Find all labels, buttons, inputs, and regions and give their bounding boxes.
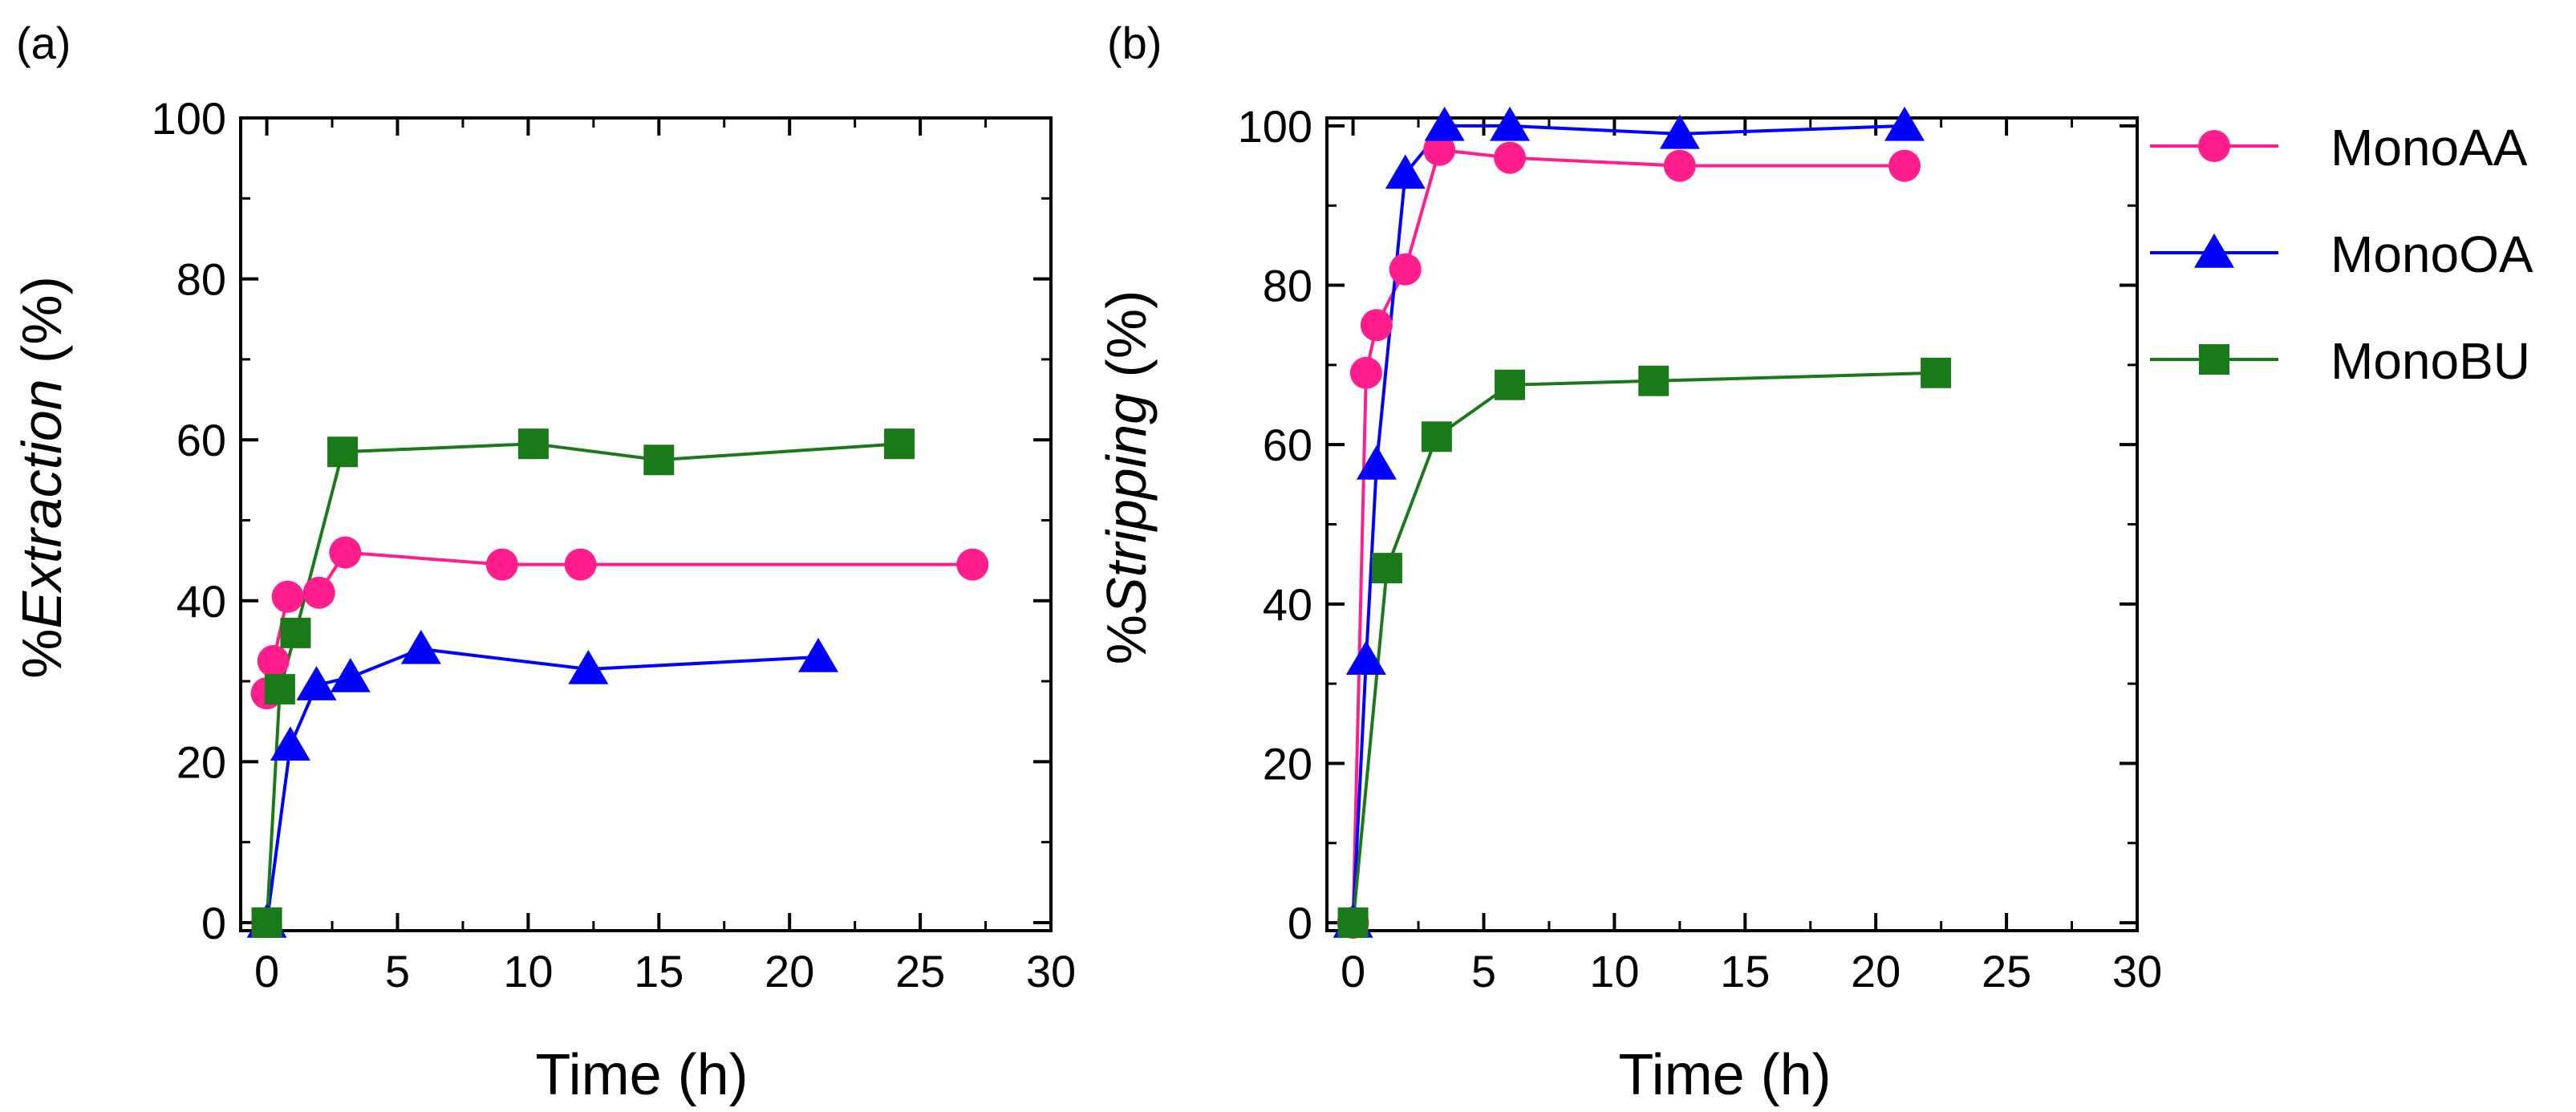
panel-a-label: (a) <box>16 18 71 68</box>
legend-item-monoaa: MonoAA <box>2150 119 2528 177</box>
legend-marker-group-monoaa <box>2198 130 2230 162</box>
panel-a-axes-frame <box>239 116 1053 932</box>
panel-b-stripping-chart: (b) Time (h) %Stripping (%) 0 5 10 15 20 25 30… <box>1095 18 2162 1107</box>
panel-b-y-axis-label-suffix: (%) <box>1095 290 1158 393</box>
panel-b-y-axis-label-italic: Stripping <box>1095 393 1158 615</box>
panel-a-point-monooa <box>296 666 337 700</box>
panel-a-point-monoaa <box>956 548 989 581</box>
panel-b-point-monobu <box>1921 357 1952 388</box>
panel-a-point-monobu <box>327 436 359 468</box>
panel-a-point-monoaa <box>329 536 362 569</box>
panel-b-y-tick-label-20: 20 <box>1263 738 1312 789</box>
panel-a-point-monoaa <box>564 548 597 581</box>
panel-b-y-axis-label-prefix: % <box>1095 615 1158 664</box>
panel-b-point-monooa <box>1356 445 1397 480</box>
panel-a-y-axis-label-prefix: % <box>10 629 73 679</box>
panel-b-x-tick-label-15: 15 <box>1720 946 1770 996</box>
panel-b-point-monoaa <box>1360 309 1393 342</box>
panel-b-point-monoaa <box>1389 253 1422 286</box>
panel-a-x-tick-label-5: 5 <box>385 946 410 996</box>
panel-a-point-monoaa <box>271 580 304 613</box>
legend-marker-group-monobu <box>2199 344 2229 375</box>
panel-b-point-monooa <box>1884 106 1925 141</box>
panel-a-x-tick-label-30: 30 <box>1026 946 1076 996</box>
legend-label-monoaa: MonoAA <box>2331 119 2528 177</box>
legend-marker-monoaa <box>2198 130 2230 162</box>
panel-b-point-monoaa <box>1349 356 1382 389</box>
panel-a-x-tick-label-15: 15 <box>634 946 684 996</box>
panel-b-y-tick-label-40: 40 <box>1263 579 1312 630</box>
legend-label-monobu: MonoBU <box>2331 332 2530 390</box>
panel-b-point-monooa <box>1385 154 1426 189</box>
legend-item-monoao: MonoOA <box>2150 225 2533 283</box>
panel-b-point-monoaa <box>1888 149 1921 182</box>
panel-a-y-tick-label-80: 80 <box>176 254 226 305</box>
panel-a-extraction-chart: (a) Time (h) %Extraction (%) 0 5 10 15 20 25 3… <box>10 18 1076 1107</box>
legend-marker-group-monooa <box>2194 233 2234 268</box>
panel-a-y-tick-label-20: 20 <box>176 737 226 787</box>
panel-b-label: (b) <box>1107 18 1162 68</box>
panel-a-point-monobu <box>643 444 675 476</box>
panel-b-series-line-monobu <box>1351 371 1937 923</box>
panel-a-point-monoaa <box>257 645 290 678</box>
panel-b-point-monobu <box>1371 553 1402 584</box>
panel-a-point-monobu <box>251 907 282 938</box>
panel-b-y-tick-label-100: 100 <box>1238 101 1312 152</box>
panel-a-point-monooa <box>270 726 310 761</box>
panel-b-point-monoaa <box>1494 141 1527 174</box>
panel-b-point-monoaa <box>1663 149 1696 182</box>
legend-item-monobu: MonoBU <box>2150 332 2530 390</box>
panel-b-point-monooa <box>1424 106 1465 141</box>
panel-a-y-tick-label-60: 60 <box>176 415 226 465</box>
panel-a-y-axis-label-italic: Extraction <box>10 379 73 628</box>
panel-b-point-monoaa <box>1423 133 1456 166</box>
panel-b-x-tick-label-25: 25 <box>1982 946 2031 996</box>
panel-a-x-tick-label-20: 20 <box>765 946 814 996</box>
panel-a-point-monobu <box>884 428 915 460</box>
panel-a-point-monooa <box>568 650 609 684</box>
panel-a-point-monobu <box>264 674 295 705</box>
panel-a-y-axis-label: %Extraction (%) <box>10 276 73 679</box>
panel-b-x-tick-label-10: 10 <box>1589 946 1639 996</box>
panel-a-point-monobu <box>280 617 311 648</box>
panel-a-point-monoaa <box>302 576 335 609</box>
panel-a-y-axis-label-suffix: (%) <box>10 276 73 379</box>
panel-b-point-monobu <box>1495 369 1526 400</box>
panel-a-x-axis-label: Time (h) <box>535 1043 748 1107</box>
panel-b-point-monooa <box>1345 640 1386 676</box>
legend: MonoAA MonoOA MonoBU <box>2150 119 2533 390</box>
panel-b-x-axis-label: Time (h) <box>1618 1043 1831 1107</box>
panel-a-point-monoaa <box>485 548 518 581</box>
panel-b-point-monooa <box>1659 114 1700 149</box>
panel-a-point-monooa <box>798 637 839 672</box>
panel-b-x-tick-label-30: 30 <box>2112 946 2162 996</box>
panel-a-y-tick-label-0: 0 <box>201 898 226 948</box>
panel-b-point-monobu <box>1337 907 1369 939</box>
panel-a-y-tick-label-40: 40 <box>176 576 226 627</box>
panel-b-point-monooa <box>1490 106 1531 141</box>
panel-a-point-monooa <box>400 629 441 664</box>
legend-marker-monooa <box>2194 233 2234 268</box>
panel-a-point-monobu <box>517 428 549 460</box>
panel-b-y-tick-label-60: 60 <box>1263 420 1312 470</box>
panel-b-point-monobu <box>1638 365 1669 396</box>
panel-b-y-tick-label-0: 0 <box>1288 898 1312 948</box>
panel-a-y-tick-label-100: 100 <box>152 93 226 144</box>
panel-a-x-tick-label-10: 10 <box>503 946 553 996</box>
panel-a-x-tick-label-0: 0 <box>254 946 279 996</box>
panel-b-point-monobu <box>1421 421 1452 453</box>
panel-a-point-monooa <box>330 658 371 692</box>
panel-b-y-tick-label-80: 80 <box>1263 261 1312 311</box>
panel-b-x-tick-label-5: 5 <box>1471 946 1496 996</box>
panel-a-x-tick-label-25: 25 <box>895 946 945 996</box>
legend-label-monooa: MonoOA <box>2331 225 2533 283</box>
legend-marker-monobu <box>2199 344 2229 375</box>
panel-b-x-tick-label-20: 20 <box>1851 946 1901 996</box>
panel-b-y-axis-label: %Stripping (%) <box>1095 290 1158 665</box>
panel-b-x-tick-label-0: 0 <box>1341 946 1365 996</box>
